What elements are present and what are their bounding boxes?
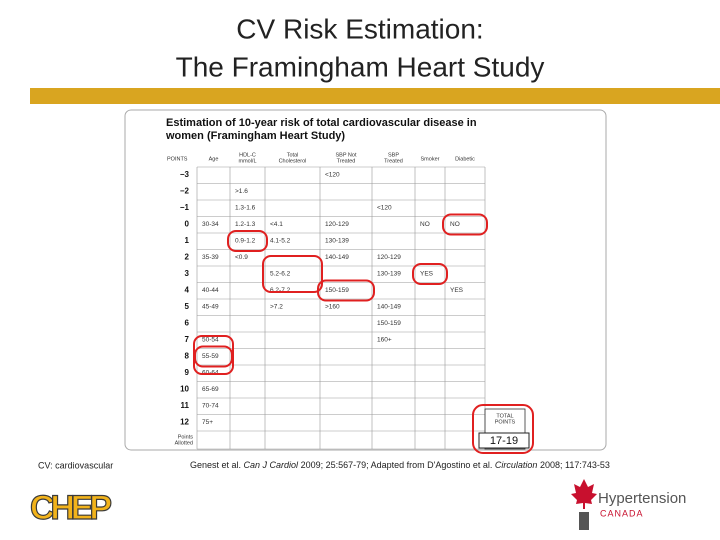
gold-bar [30,88,720,104]
maple-leaf [571,479,597,509]
points-cell: 9 [185,368,190,377]
citation-part: Can J Cardiol [244,460,300,470]
highlight [193,335,234,375]
highlight [227,230,268,252]
table-cell: 140-149 [377,304,401,311]
highlight [442,213,488,236]
table-cell: 50-54 [202,337,219,344]
table-cell: 75+ [202,419,213,426]
column-header: Diabetic [455,156,475,162]
points-cell: 10 [180,385,189,394]
column-header: Total [287,152,299,158]
abbreviation: CV: cardiovascular [38,460,113,470]
citation-part: 2009; 25:567-79; Adapted from D'Agostino… [298,460,495,470]
citation-part: Genest et al. [190,460,244,470]
column-header: Treated [337,158,356,164]
table-cell: 35-39 [202,254,219,261]
points-cell: 0 [185,220,190,229]
column-header: Age [209,156,219,162]
table-cell: 150-159 [325,287,349,294]
highlight [472,404,534,454]
logo-subtext: CANADA [600,508,644,518]
table-title: women (Framingham Heart Study) [165,130,345,142]
table-cell: 130-139 [325,238,349,245]
table-cell: 55-59 [202,353,219,360]
points-cell: 8 [185,352,190,361]
allotted-label: Points [178,434,194,440]
highlight [412,263,448,285]
column-header: SBP Not [336,152,357,158]
table-cell: <0.9 [235,254,248,261]
citation-part: 2008; 117:743-53 [537,460,609,470]
table-cell: >1.6 [235,188,248,195]
slide-title: CV Risk Estimation: [236,13,483,44]
column-header: Smoker [421,156,440,162]
table-cell: 40-44 [202,287,219,294]
citation: Genest et al. Can J Cardiol 2009; 25:567… [190,460,610,470]
table-cell: 130-139 [377,271,401,278]
points-cell: 11 [181,401,190,410]
table-cell: 30-34 [202,221,219,228]
table-cell: 140-149 [325,254,349,261]
table-cell: >7.2 [270,304,283,311]
points-cell: 5 [185,302,190,311]
table-cell: 5.2-6.2 [270,271,291,278]
points-cell: 2 [185,253,190,262]
table-cell: 4.1-5.2 [270,238,291,245]
table-cell: 65-69 [202,386,219,393]
table-cell: >160 [325,304,340,311]
total-value: 17-19 [490,435,518,447]
total-value-box [478,432,530,449]
column-header: Treated [384,158,403,164]
table-cell: YES [420,271,434,278]
table-cell: <4.1 [270,221,283,228]
points-cell: 6 [185,319,190,328]
table-cell: 120-129 [377,254,401,261]
table-cell: <120 [377,205,392,212]
total-box [484,408,526,450]
table-cell: <120 [325,172,340,179]
table-cell: 120-129 [325,221,349,228]
points-cell: 4 [185,286,190,295]
highlight [317,279,375,302]
table-cell: 6.2-7.2 [270,287,291,294]
points-cell: 7 [185,335,190,344]
table-cell: 70-74 [202,403,219,410]
citation-part: Circulation [495,460,538,470]
points-cell: −3 [180,170,190,179]
table-title: Estimation of 10-year risk of total card… [166,117,477,129]
allotted-label: Allotted [175,440,193,446]
table-cell: NO [450,221,460,228]
points-cell: −2 [180,187,190,196]
table-cell: 45-49 [202,304,219,311]
points-cell: 12 [180,418,189,427]
table-cell: 150-159 [377,320,401,327]
column-header: Cholesterol [279,158,307,164]
column-header: mmol/L [238,158,256,164]
total-label: POINTS [495,419,516,425]
table-cell: 1.3-1.6 [235,205,256,212]
highlight [262,255,323,293]
table-cell: YES [450,287,464,294]
points-cell: −1 [180,203,190,212]
table-cell: 1.2-1.3 [235,221,256,228]
chep-logo: CHEP [30,489,112,527]
column-header: HDL-C [239,152,256,158]
logo-stem [579,512,589,530]
total-label: TOTAL [496,413,513,419]
slide-title: The Framingham Heart Study [176,51,545,82]
table-cell: NO [420,221,430,228]
points-cell: 1 [185,236,190,245]
column-header: SBP [388,152,399,158]
logo-text: Hypertension [598,490,686,507]
column-header: POINTS [167,156,188,162]
table-cell: 0.9-1.2 [235,238,256,245]
points-cell: 3 [185,269,190,278]
table-cell: 160+ [377,337,392,344]
